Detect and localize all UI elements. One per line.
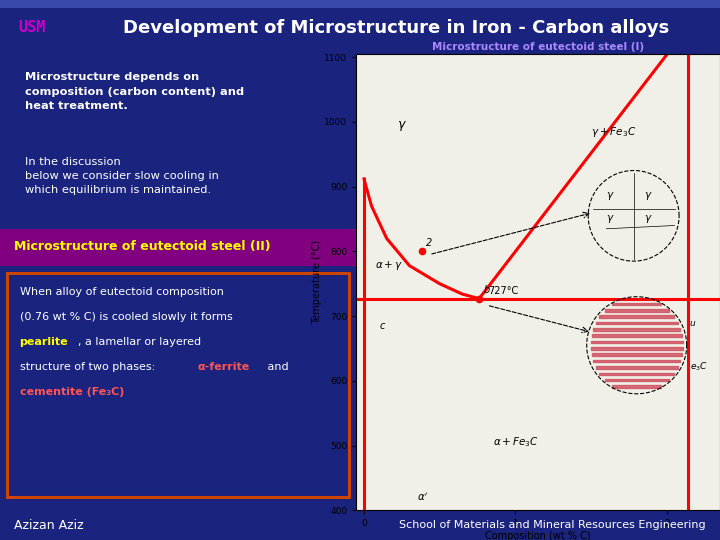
Text: $\gamma$: $\gamma$ [606,213,615,225]
Text: In the discussion
below we consider slow cooling in
which equilibrium is maintai: In the discussion below we consider slow… [25,157,219,195]
Text: 2: 2 [426,238,432,248]
Bar [7,273,349,497]
Bar [0,229,356,266]
Text: b: b [484,286,490,295]
Text: 727°C: 727°C [488,286,518,296]
Text: USM: USM [18,19,45,35]
Text: $\gamma + Fe_3C$: $\gamma + Fe_3C$ [591,125,636,139]
Text: $\gamma$: $\gamma$ [606,190,615,201]
Text: Azizan Aziz: Azizan Aziz [14,518,84,532]
Text: $\gamma$: $\gamma$ [644,213,653,225]
Text: pearlite: pearlite [19,337,68,347]
Bar [4,8,130,51]
Text: School of Materials and Mineral Resources Engineering: School of Materials and Mineral Resource… [399,520,706,530]
Text: structure of two phases:: structure of two phases: [19,362,158,372]
Y-axis label: Temperature (°C): Temperature (°C) [312,240,322,324]
Bar [0,0,720,8]
X-axis label: Composition (wt % C): Composition (wt % C) [485,531,591,540]
Text: $\alpha'$: $\alpha'$ [417,490,428,503]
Text: c: c [379,321,384,331]
Text: $\gamma$: $\gamma$ [644,190,653,201]
Text: $\alpha + \gamma$: $\alpha + \gamma$ [374,259,402,272]
Text: α-ferrite: α-ferrite [198,362,250,372]
Text: Microstructure of eutectoid steel (II): Microstructure of eutectoid steel (II) [14,240,271,253]
Text: cementite (Fe₃C): cementite (Fe₃C) [19,387,124,397]
Text: $e_3C$: $e_3C$ [690,361,708,373]
Text: u: u [690,319,696,328]
Text: , a lamellar or layered: , a lamellar or layered [78,337,202,347]
Title: Microstructure of eutectoid steel (I): Microstructure of eutectoid steel (I) [432,42,644,52]
Text: Development of Microstructure in Iron - Carbon alloys: Development of Microstructure in Iron - … [123,19,669,37]
Text: $\alpha + Fe_3C$: $\alpha + Fe_3C$ [492,436,539,449]
Text: (0.76 wt % C) is cooled slowly it forms: (0.76 wt % C) is cooled slowly it forms [19,312,233,322]
Text: and: and [264,362,289,372]
Text: Microstructure depends on
composition (carbon content) and
heat treatment.: Microstructure depends on composition (c… [25,72,244,111]
Text: $\gamma$: $\gamma$ [397,119,408,133]
Text: When alloy of eutectoid composition: When alloy of eutectoid composition [19,287,223,296]
